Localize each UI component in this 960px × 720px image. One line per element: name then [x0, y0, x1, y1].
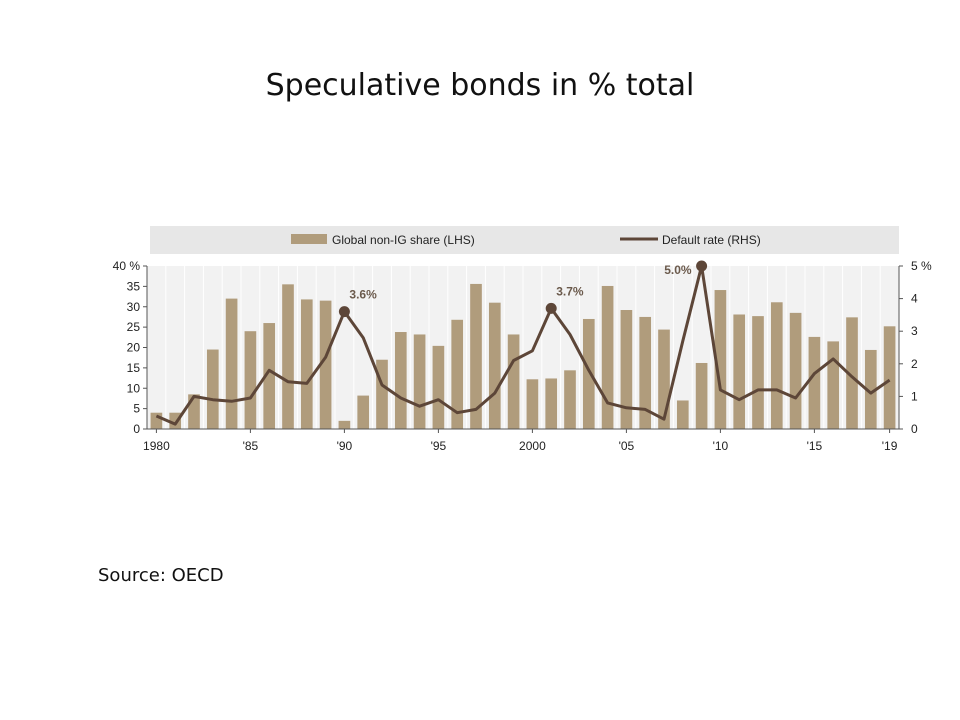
bar-2014 — [789, 312, 802, 429]
y-left-tick-label: 0 — [133, 422, 140, 436]
peak-label-2001: 3.7% — [556, 284, 584, 298]
bar-2019 — [883, 326, 896, 429]
source-note: Source: OECD — [98, 565, 224, 586]
bar-2013 — [770, 302, 783, 429]
line-series — [155, 264, 891, 426]
peak-marker-1990 — [338, 306, 350, 318]
bar-1996 — [451, 319, 464, 429]
x-tick-label: '05 — [619, 439, 635, 453]
bar-2010 — [714, 290, 727, 429]
x-tick-label: 1980 — [143, 439, 170, 453]
x-tick-label: '15 — [807, 439, 823, 453]
bar-1999 — [507, 334, 520, 429]
legend-swatch-bar — [291, 234, 327, 244]
bar-2001 — [545, 378, 558, 429]
bar-2006 — [639, 316, 652, 429]
peak-marker-2001 — [545, 302, 557, 314]
legend: Global non-IG share (LHS) Default rate (R… — [291, 233, 761, 247]
y-right-tick-label: 0 — [911, 422, 918, 436]
legend-label-bar: Global non-IG share (LHS) — [332, 233, 475, 247]
x-tick-label: '19 — [882, 439, 898, 453]
legend-label-line: Default rate (RHS) — [662, 233, 761, 247]
bar-1998 — [488, 302, 501, 429]
bar-1989 — [319, 300, 332, 429]
bar-2000 — [526, 379, 539, 429]
bar-2011 — [733, 314, 746, 429]
y-left-tick-label: 30 — [127, 300, 141, 314]
y-left-tick-label: 15 — [127, 361, 141, 375]
gridlines — [146, 266, 900, 429]
bar-2015 — [808, 336, 821, 429]
legend-background — [150, 226, 899, 254]
y-left-tick-label: 5 — [133, 402, 140, 416]
bar-1985 — [244, 331, 257, 429]
bar-1986 — [263, 323, 276, 429]
bar-2012 — [752, 316, 764, 429]
annotations: 3.6% 3.7% 5.0% — [338, 260, 708, 318]
peak-label-2009: 5.0% — [664, 263, 692, 277]
bar-2004 — [601, 285, 614, 429]
y-right-tick-label: 1 — [911, 389, 918, 403]
peak-label-1990: 3.6% — [349, 288, 377, 302]
bar-1992 — [376, 359, 388, 429]
bar-1994 — [413, 334, 426, 429]
x-tick-label: '90 — [337, 439, 353, 453]
bar-1987 — [282, 284, 294, 429]
bar-1982 — [188, 394, 200, 429]
x-tick-label: 2000 — [519, 439, 546, 453]
slide-title: Speculative bonds in % total — [265, 68, 695, 103]
y-left-tick-label: 35 — [127, 279, 141, 293]
axes: 0 5 10 15 20 25 30 35 40 % 0 1 2 3 4 5 % 1980 '85 '90 '95 2… — [113, 259, 932, 453]
bar-2018 — [864, 349, 877, 429]
bar-1990 — [338, 420, 351, 429]
x-tick-label: '95 — [431, 439, 447, 453]
y-left-tick-label: 20 — [127, 341, 141, 355]
x-tick-label: '10 — [713, 439, 729, 453]
default-rate-line — [155, 264, 891, 426]
y-right-tick-label: 2 — [911, 357, 918, 371]
x-tick-label: '85 — [243, 439, 259, 453]
bar-1984 — [225, 298, 238, 429]
bar-2005 — [620, 310, 633, 429]
bar-2016 — [827, 341, 840, 429]
y-right-tick-label: 3 — [911, 324, 918, 338]
bar-series — [150, 283, 896, 429]
bar-2017 — [846, 317, 858, 429]
y-left-tick-label: 25 — [127, 320, 141, 334]
peak-marker-2009 — [696, 260, 708, 272]
bar-2002 — [564, 370, 576, 429]
bar-1980 — [150, 412, 163, 429]
bar-1993 — [394, 332, 407, 429]
bar-1991 — [357, 395, 370, 429]
bar-2009 — [695, 362, 708, 429]
y-right-tick-label: 5 % — [911, 259, 932, 273]
bar-2007 — [658, 329, 670, 429]
bar-1983 — [206, 349, 219, 429]
bar-1995 — [432, 345, 445, 429]
bar-1988 — [300, 299, 313, 429]
y-right-tick-label: 4 — [911, 292, 918, 306]
y-left-tick-label: 10 — [127, 381, 141, 395]
bar-1997 — [470, 283, 482, 429]
bar-2008 — [676, 400, 689, 429]
y-left-tick-label: 40 % — [113, 259, 141, 273]
bar-1981 — [169, 412, 182, 429]
bar-2003 — [582, 318, 595, 429]
